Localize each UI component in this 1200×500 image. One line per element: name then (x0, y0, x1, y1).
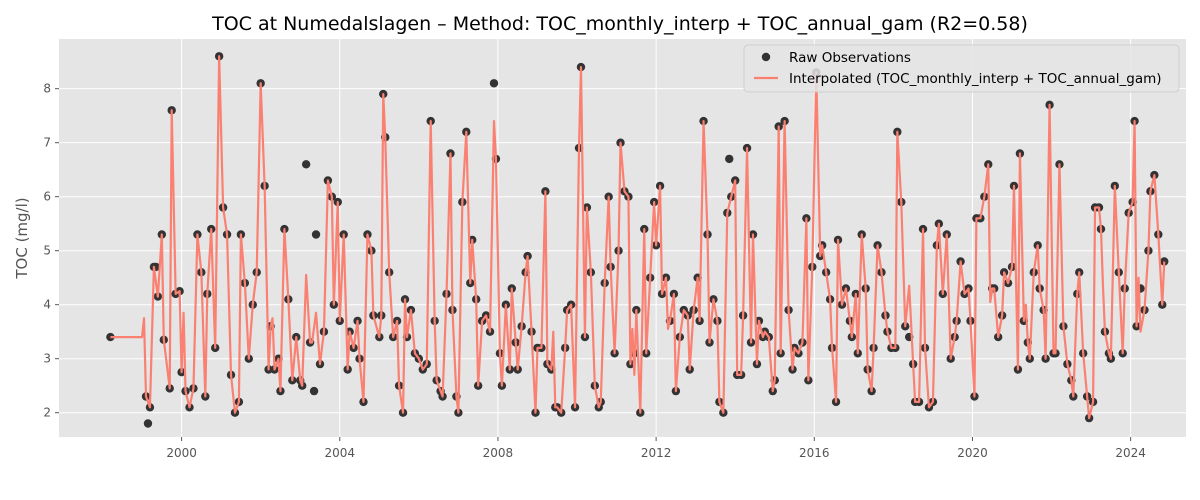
plot-area (59, 39, 1186, 437)
x-tick-label: 2020 (957, 446, 988, 460)
observation-point (311, 230, 321, 239)
y-tick-label: 5 (43, 244, 51, 258)
y-tick-label: 4 (43, 298, 51, 312)
x-tick-label: 2000 (166, 446, 197, 460)
legend-label-interpolated: Interpolated (TOC_monthly_interp + TOC_a… (789, 71, 1162, 87)
x-tick-label: 2024 (1115, 446, 1146, 460)
chart-title: TOC at Numedalslagen – Method: TOC_month… (211, 13, 1028, 35)
legend-marker-observations (761, 52, 771, 62)
observation-point (143, 419, 153, 428)
y-tick-label: 7 (43, 136, 51, 150)
observation-point (309, 386, 319, 396)
legend-label-observations: Raw Observations (789, 50, 911, 66)
legend: Raw Observations Interpolated (TOC_month… (743, 44, 1180, 93)
x-axis-ticks: 2000 2004 2008 2012 2016 2020 2024 (166, 437, 1146, 460)
observation-point (725, 154, 734, 164)
observation-point (489, 79, 499, 88)
x-tick-label: 2012 (641, 446, 672, 460)
x-tick-label: 2008 (483, 446, 514, 460)
y-tick-label: 2 (43, 406, 51, 420)
x-tick-label: 2004 (324, 446, 355, 460)
y-tick-label: 8 (43, 82, 51, 96)
y-tick-label: 6 (43, 190, 51, 204)
y-axis-label: TOC (mg/l) (13, 197, 31, 279)
interpolated-line (110, 55, 1166, 420)
series-layer (106, 52, 1169, 428)
legend-box (743, 44, 1180, 93)
x-tick-label: 2016 (799, 446, 830, 460)
observation-point (301, 160, 311, 169)
y-axis-ticks: 2 3 4 5 6 7 8 (43, 82, 59, 420)
y-tick-label: 3 (43, 352, 51, 366)
